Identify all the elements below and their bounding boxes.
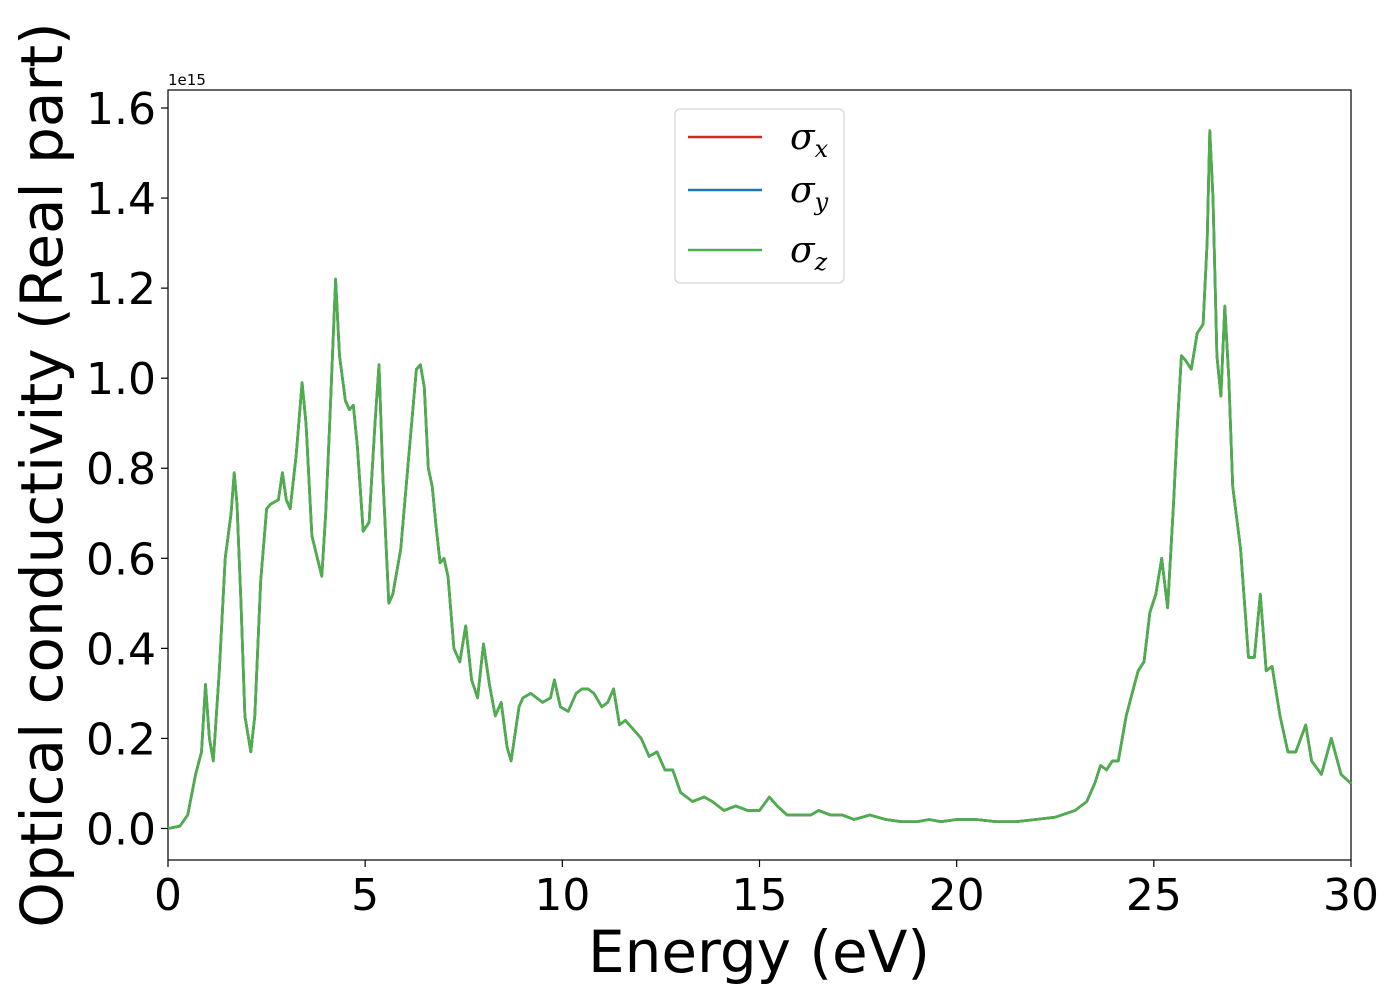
legend-label-sigma-y: σy xyxy=(790,170,829,216)
y-tick-label: 0.8 xyxy=(86,444,156,495)
y-offset-label: 1e15 xyxy=(168,71,206,89)
y-tick-label: 1.4 xyxy=(86,174,156,225)
legend-label-sigma-z: σz xyxy=(790,230,828,276)
y-tick-label: 0.6 xyxy=(86,534,156,585)
x-tick-label: 30 xyxy=(1323,870,1379,921)
legend-label-sigma-x: σx xyxy=(790,117,829,163)
y-ticks: 0.0 0.2 0.4 0.6 0.8 1.0 1.2 1.4 1.6 xyxy=(86,84,168,855)
x-tick-label: 15 xyxy=(732,870,788,921)
legend-frame xyxy=(674,108,845,284)
x-tick-label: 5 xyxy=(351,870,379,921)
y-tick-label: 1.2 xyxy=(86,264,156,315)
series-line-sigma-z xyxy=(167,129,1352,830)
y-axis-label: Optical conductivity (Real part) xyxy=(8,22,76,927)
y-tick-label: 0.2 xyxy=(86,714,156,765)
x-tick-label: 25 xyxy=(1126,870,1182,921)
x-tick-label: 10 xyxy=(534,870,590,921)
y-tick-label: 1.6 xyxy=(86,84,156,135)
x-tick-label: 0 xyxy=(154,870,182,921)
x-axis-label: Energy (eV) xyxy=(588,918,930,986)
x-ticks: 0 5 10 15 20 25 30 xyxy=(154,860,1379,921)
legend: σx σy σz xyxy=(674,108,845,284)
y-tick-label: 0.4 xyxy=(86,624,156,675)
y-tick-label: 0.0 xyxy=(86,804,156,855)
series-group xyxy=(167,129,1352,830)
y-tick-label: 1.0 xyxy=(86,354,156,405)
x-tick-label: 20 xyxy=(929,870,985,921)
